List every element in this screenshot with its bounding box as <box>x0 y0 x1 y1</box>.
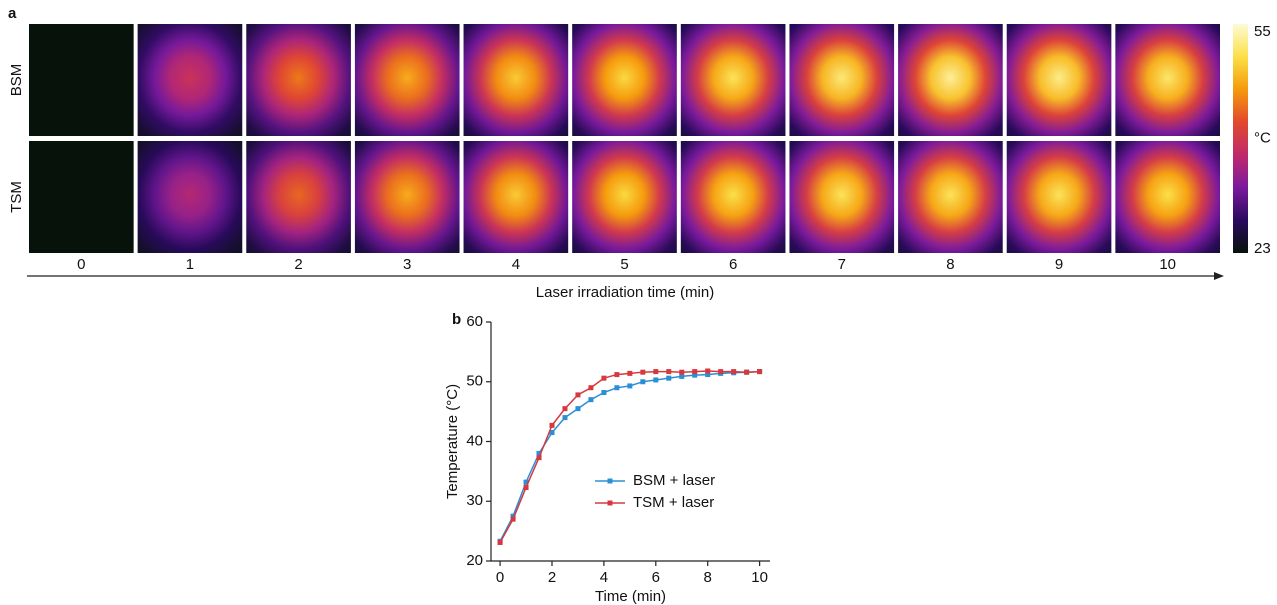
marker <box>627 371 632 376</box>
thermal-image <box>572 24 677 136</box>
y-tick-label: 30 <box>466 492 483 509</box>
x-tick-label: 6 <box>729 256 737 273</box>
x-tick-label: 1 <box>186 256 194 273</box>
marker <box>575 406 580 411</box>
marker <box>653 369 658 374</box>
marker <box>511 517 516 522</box>
marker <box>666 369 671 374</box>
panel-label: b <box>452 311 461 328</box>
x-tick-label: 9 <box>1055 256 1063 273</box>
marker <box>640 379 645 384</box>
thermal-image <box>1007 24 1112 136</box>
x-tick-label: 4 <box>512 256 520 273</box>
x-tick-label: 10 <box>751 569 768 586</box>
figure: aBSMTSM012345678910Laser irradiation tim… <box>0 0 1277 605</box>
marker <box>575 392 580 397</box>
thermal-image <box>29 24 134 136</box>
marker <box>588 385 593 390</box>
marker <box>653 377 658 382</box>
marker <box>679 370 684 375</box>
axes <box>491 322 770 561</box>
x-tick-label: 7 <box>838 256 846 273</box>
x-axis-label: Time (min) <box>595 588 666 605</box>
row-label: BSM <box>8 64 25 97</box>
marker <box>601 390 606 395</box>
colorbar-tick-label: 55 <box>1254 23 1271 40</box>
x-tick-label: 3 <box>403 256 411 273</box>
thermal-image <box>1115 141 1220 253</box>
marker <box>562 406 567 411</box>
colorbar-label: °C <box>1254 129 1271 146</box>
thermal-image <box>464 141 569 253</box>
marker <box>614 372 619 377</box>
x-tick-label: 8 <box>946 256 954 273</box>
marker <box>537 455 542 460</box>
marker <box>627 383 632 388</box>
marker <box>562 415 567 420</box>
thermal-image <box>246 141 351 253</box>
x-tick-label: 6 <box>652 569 660 586</box>
marker <box>718 369 723 374</box>
thermal-image <box>681 24 786 136</box>
x-axis-label: Laser irradiation time (min) <box>536 284 714 301</box>
arrow-head <box>1214 272 1224 280</box>
marker <box>744 370 749 375</box>
thermal-image <box>355 24 460 136</box>
x-tick-label: 0 <box>77 256 85 273</box>
marker <box>692 369 697 374</box>
marker <box>498 540 503 545</box>
marker <box>705 368 710 373</box>
legend-marker <box>608 479 613 484</box>
legend-label: TSM + laser <box>633 494 714 511</box>
thermal-image <box>681 141 786 253</box>
thermal-image <box>138 141 243 253</box>
thermal-image <box>138 24 243 136</box>
thermal-image <box>572 141 677 253</box>
marker <box>614 385 619 390</box>
marker <box>524 485 529 490</box>
thermal-image <box>898 24 1003 136</box>
y-tick-label: 40 <box>466 432 483 449</box>
x-tick-label: 5 <box>620 256 628 273</box>
thermal-image <box>789 24 894 136</box>
marker <box>731 369 736 374</box>
colorbar-tick-label: 23 <box>1254 240 1271 257</box>
legend-label: BSM + laser <box>633 472 715 489</box>
y-tick-label: 60 <box>466 313 483 330</box>
thermal-image <box>1007 141 1112 253</box>
marker <box>549 423 554 428</box>
marker <box>757 369 762 374</box>
x-tick-label: 2 <box>548 569 556 586</box>
thermal-image <box>246 24 351 136</box>
y-axis-label: Temperature (°C) <box>444 384 461 499</box>
marker <box>588 397 593 402</box>
x-tick-label: 2 <box>294 256 302 273</box>
y-tick-label: 50 <box>466 373 483 390</box>
thermal-image <box>355 141 460 253</box>
x-tick-label: 0 <box>496 569 504 586</box>
marker <box>640 370 645 375</box>
marker <box>601 376 606 381</box>
legend-marker <box>608 501 613 506</box>
thermal-image <box>29 141 134 253</box>
thermal-image <box>1115 24 1220 136</box>
thermal-image <box>898 141 1003 253</box>
x-tick-label: 4 <box>600 569 608 586</box>
y-tick-label: 20 <box>466 552 483 569</box>
marker <box>666 376 671 381</box>
row-label: TSM <box>8 181 25 213</box>
x-tick-label: 10 <box>1159 256 1176 273</box>
colorbar <box>1233 24 1248 253</box>
panel-label: a <box>8 5 17 22</box>
thermal-image <box>464 24 569 136</box>
thermal-image <box>789 141 894 253</box>
x-tick-label: 8 <box>704 569 712 586</box>
